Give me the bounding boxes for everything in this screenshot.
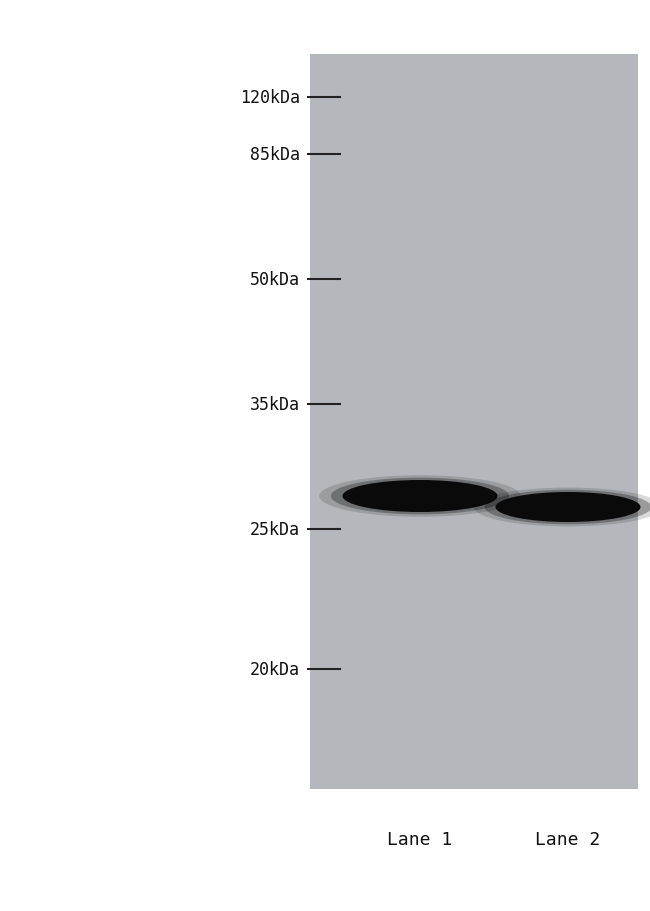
Ellipse shape bbox=[343, 480, 497, 512]
Ellipse shape bbox=[521, 497, 615, 517]
Ellipse shape bbox=[354, 483, 486, 510]
Text: Lane 1: Lane 1 bbox=[387, 830, 452, 848]
Ellipse shape bbox=[331, 478, 509, 515]
Text: 25kDa: 25kDa bbox=[250, 520, 300, 538]
Ellipse shape bbox=[370, 486, 471, 507]
Text: 85kDa: 85kDa bbox=[250, 146, 300, 164]
Ellipse shape bbox=[495, 493, 640, 522]
Text: 35kDa: 35kDa bbox=[250, 395, 300, 414]
Text: 20kDa: 20kDa bbox=[250, 660, 300, 679]
Text: Lane 2: Lane 2 bbox=[536, 830, 601, 848]
Bar bbox=[310, 55, 638, 789]
Text: 50kDa: 50kDa bbox=[250, 271, 300, 289]
Ellipse shape bbox=[485, 490, 650, 525]
Ellipse shape bbox=[319, 476, 521, 517]
Ellipse shape bbox=[474, 488, 650, 527]
Ellipse shape bbox=[506, 495, 630, 520]
Text: 120kDa: 120kDa bbox=[240, 89, 300, 107]
